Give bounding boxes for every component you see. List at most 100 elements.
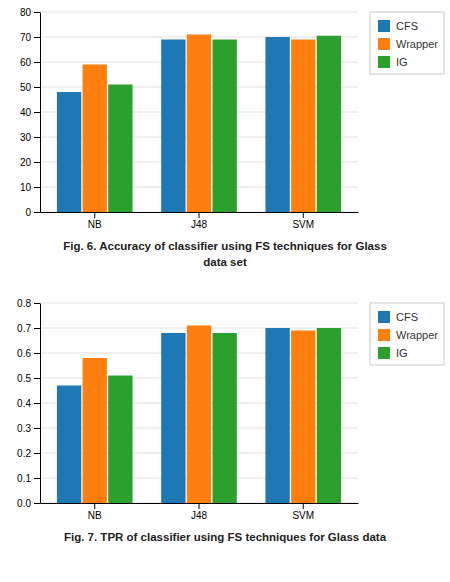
y-tick: 80 — [20, 7, 40, 18]
y-tick: 10 — [20, 182, 40, 193]
y-tick-mark — [34, 137, 40, 138]
series — [83, 326, 316, 504]
x-tick-mark — [303, 503, 304, 509]
series — [57, 37, 290, 212]
x-tick: J48 — [191, 503, 208, 521]
caption: data set — [203, 256, 247, 268]
y-tick-label: 80 — [20, 7, 32, 18]
y-axis: 01020304050607080 — [20, 7, 41, 218]
x-tick: SVM — [292, 212, 314, 230]
y-tick-label: 10 — [20, 182, 32, 193]
y-tick-mark — [34, 303, 40, 304]
bar — [265, 37, 289, 212]
bar — [108, 376, 132, 504]
y-tick-label: 30 — [20, 132, 32, 143]
y-tick-mark — [34, 187, 40, 188]
x-tick: SVM — [292, 503, 314, 521]
y-tick-mark — [34, 37, 40, 38]
x-axis: NBJ48SVM — [41, 212, 359, 230]
y-tick: 50 — [20, 82, 40, 93]
y-tick-mark — [34, 378, 40, 379]
legend-box — [370, 12, 444, 74]
bar — [57, 92, 81, 212]
y-tick: 40 — [20, 107, 40, 118]
grid — [40, 303, 358, 503]
y-tick-label: 0.6 — [17, 348, 31, 359]
y-tick: 0.3 — [17, 423, 40, 434]
x-axis: NBJ48SVM — [41, 503, 359, 521]
series — [108, 328, 341, 503]
y-tick-label: 60 — [20, 57, 32, 68]
legend-swatch — [378, 311, 390, 323]
y-tick-mark — [34, 87, 40, 88]
x-tick-mark — [94, 212, 95, 218]
series — [108, 36, 341, 212]
bar — [187, 326, 211, 504]
legend-label: Wrapper — [396, 38, 438, 50]
bar — [265, 328, 289, 503]
legend-swatch — [378, 329, 390, 341]
bar — [291, 40, 315, 213]
figure: 01020304050607080NBJ48SVMCFSWrapperIGFig… — [0, 0, 450, 582]
legend-item: IG — [378, 56, 408, 68]
legend-swatch — [378, 38, 390, 50]
legend: CFS Wrapper IG — [370, 303, 444, 365]
chart: 01020304050607080NBJ48SVMCFSWrapperIGFig… — [20, 7, 444, 268]
x-tick-label: SVM — [292, 510, 314, 521]
x-tick-mark — [303, 212, 304, 218]
y-tick-label: 0.0 — [17, 498, 31, 509]
legend-label: IG — [396, 347, 408, 359]
y-tick-mark — [34, 328, 40, 329]
x-tick-label: NB — [88, 219, 102, 230]
bar — [108, 85, 132, 213]
legend-item: Wrapper — [378, 38, 438, 50]
bars — [57, 35, 341, 213]
bar — [57, 386, 81, 504]
grid — [40, 12, 358, 212]
y-tick: 0.8 — [17, 298, 40, 309]
y-tick: 70 — [20, 32, 40, 43]
series — [57, 328, 290, 503]
legend-item: IG — [378, 347, 408, 359]
y-tick-mark — [34, 478, 40, 479]
y-tick-mark — [34, 62, 40, 63]
bar — [291, 331, 315, 504]
y-tick-label: 70 — [20, 32, 32, 43]
bar — [317, 328, 341, 503]
bar — [317, 36, 341, 212]
legend-item: CFS — [378, 311, 418, 323]
y-tick-mark — [34, 428, 40, 429]
x-tick-mark — [199, 503, 200, 509]
x-tick-label: J48 — [191, 510, 208, 521]
y-tick-mark — [34, 162, 40, 163]
y-axis-line — [40, 13, 41, 213]
y-tick: 0.7 — [17, 323, 40, 334]
y-tick-mark — [34, 503, 40, 504]
x-tick: NB — [88, 212, 102, 230]
legend-label: IG — [396, 56, 408, 68]
y-tick-label: 0.5 — [17, 373, 31, 384]
y-tick-mark — [34, 453, 40, 454]
y-tick-label: 0.3 — [17, 423, 31, 434]
y-tick: 0.0 — [17, 498, 40, 509]
plot: 0.00.10.20.30.40.50.60.70.8NBJ48SVMCFSWr… — [17, 298, 444, 521]
x-tick-mark — [94, 503, 95, 509]
y-tick-mark — [34, 353, 40, 354]
y-tick-label: 0.8 — [17, 298, 31, 309]
y-tick: 30 — [20, 132, 40, 143]
y-tick-label: 0 — [25, 207, 31, 218]
legend-label: Wrapper — [396, 329, 438, 341]
bar — [83, 65, 107, 213]
bar — [212, 40, 236, 213]
y-tick: 0.4 — [17, 398, 40, 409]
series — [83, 35, 316, 213]
y-tick-mark — [34, 12, 40, 13]
y-axis: 0.00.10.20.30.40.50.60.70.8 — [17, 298, 40, 509]
y-tick: 0 — [25, 207, 40, 218]
y-tick-label: 50 — [20, 82, 32, 93]
legend-box — [370, 303, 444, 365]
grid-line — [40, 303, 358, 304]
bar — [212, 333, 236, 503]
y-tick-label: 0.1 — [17, 473, 31, 484]
legend: CFSWrapperIG — [370, 12, 444, 74]
